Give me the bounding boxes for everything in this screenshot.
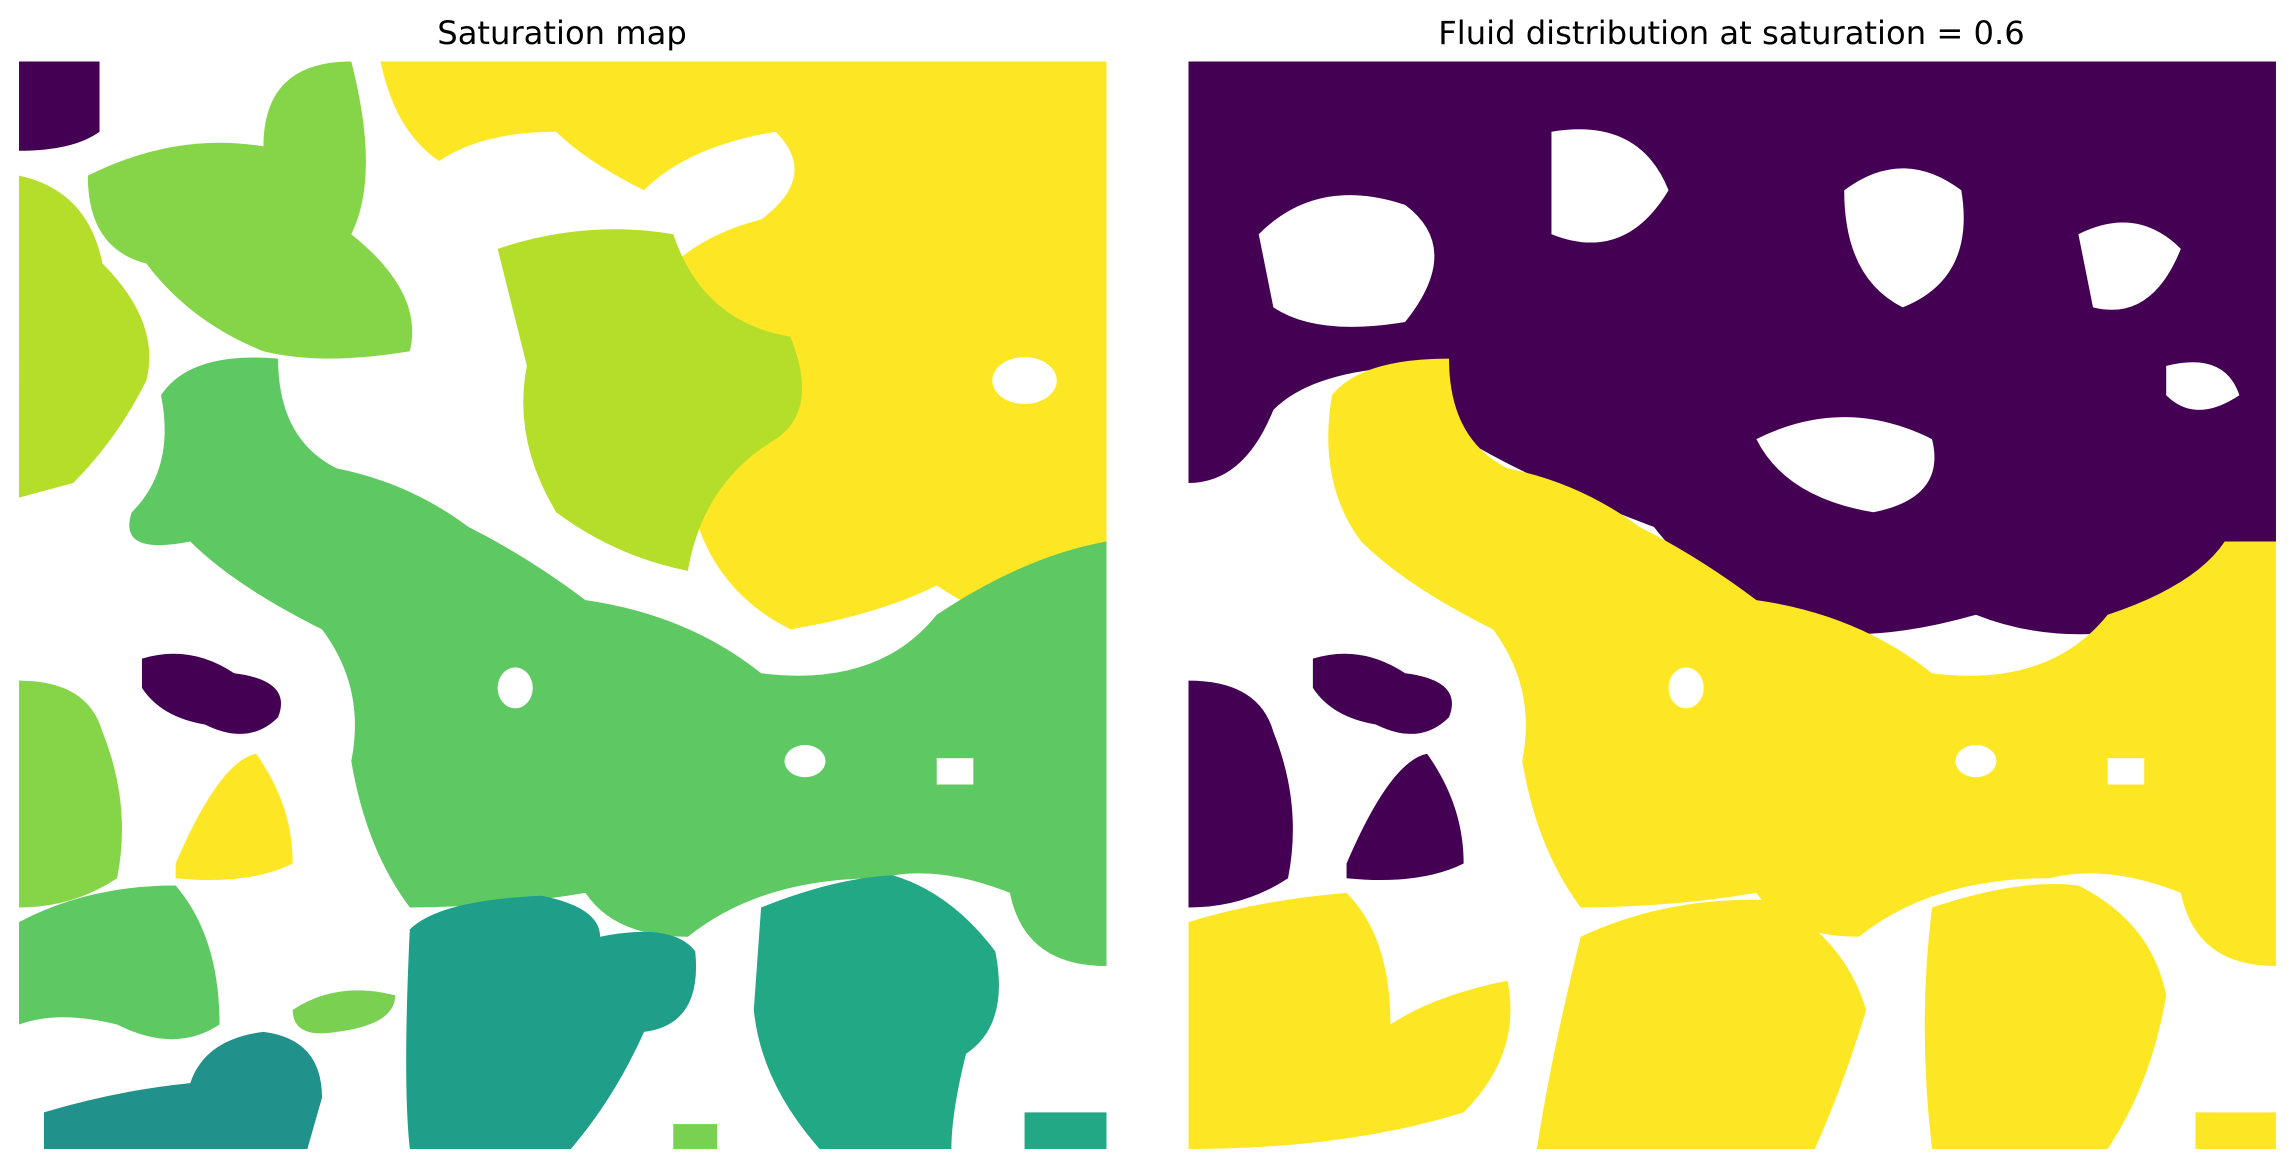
saturation-image: [19, 61, 1107, 1149]
fluid-image: [1188, 61, 2276, 1149]
panel-title: Saturation map: [437, 14, 687, 52]
panel-title: Fluid distribution at saturation = 0.6: [1438, 14, 2024, 52]
